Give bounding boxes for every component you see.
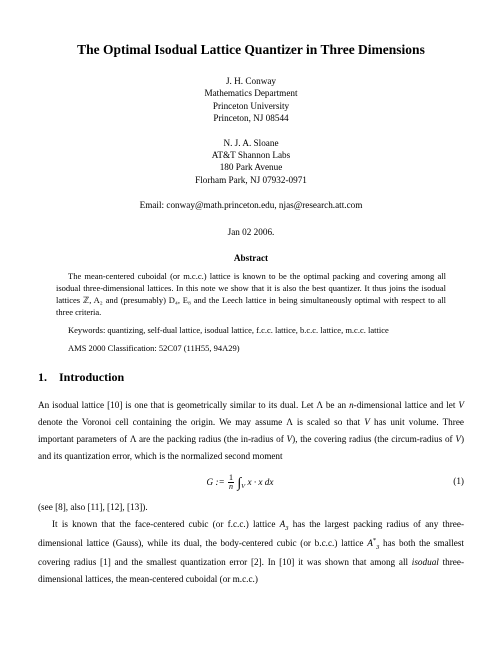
author1-addr: Princeton, NJ 08544 — [213, 113, 288, 123]
author1-name: J. H. Conway — [226, 76, 276, 86]
t: denote the Voronoi cell containing the o… — [38, 417, 364, 427]
intro-p2: (see [8], also [11], [12], [13]). — [38, 499, 464, 516]
author1-inst: Princeton University — [213, 101, 289, 111]
author2-addr: Florham Park, NJ 07932-0971 — [195, 175, 307, 185]
paper-title: The Optimal Isodual Lattice Quantizer in… — [38, 40, 464, 61]
author-block-1: J. H. Conway Mathematics Department Prin… — [38, 75, 464, 125]
intro-p1: An isodual lattice [10] is one that is g… — [38, 397, 464, 465]
abstract-p1: The mean-centered cuboidal (or m.c.c.) l… — [56, 271, 446, 319]
integrand: x · x dx — [247, 477, 273, 487]
author1-dept: Mathematics Department — [204, 88, 297, 98]
author-block-2: N. J. A. Sloane AT&T Shannon Labs 180 Pa… — [38, 137, 464, 187]
equation-1-number: (1) — [442, 473, 464, 490]
date: Jan 02 2006. — [38, 225, 464, 239]
intro-p3: It is known that the face-centered cubic… — [38, 516, 464, 588]
int-sub: V — [241, 483, 245, 490]
fraction: 1n — [228, 474, 234, 491]
section-1-heading: 1. Introduction — [38, 368, 464, 387]
emails: Email: conway@math.princeton.edu, njas@r… — [38, 198, 464, 212]
intro-body: An isodual lattice [10] is one that is g… — [38, 397, 464, 588]
t: An isodual lattice [10] is one that is g… — [38, 400, 349, 410]
abstract-body: The mean-centered cuboidal (or m.c.c.) l… — [56, 271, 446, 354]
t: -dimensional lattice and let — [354, 400, 459, 410]
abstract-heading: Abstract — [38, 251, 464, 265]
equation-1-body: G := 1n ∫V x · x dx — [38, 469, 442, 495]
author2-dept: AT&T Shannon Labs — [212, 150, 290, 160]
author2-street: 180 Park Avenue — [220, 162, 283, 172]
eq-lhs: G := — [207, 477, 225, 487]
abstract-p2: Keywords: quantizing, self-dual lattice,… — [56, 325, 446, 337]
author2-name: N. J. A. Sloane — [223, 138, 278, 148]
t: isodual — [412, 557, 439, 567]
t: ), the covering radius (the circum-radiu… — [292, 434, 455, 444]
abstract-p3: AMS 2000 Classification: 52C07 (11H55, 9… — [56, 343, 446, 355]
equation-1: G := 1n ∫V x · x dx (1) — [38, 469, 464, 495]
integral-sign: ∫ — [237, 476, 241, 491]
paper-page: { "title": "The Optimal Isodual Lattice … — [0, 0, 502, 608]
t: It is known that the face-centered cubic… — [52, 519, 280, 529]
t: V — [458, 400, 464, 410]
